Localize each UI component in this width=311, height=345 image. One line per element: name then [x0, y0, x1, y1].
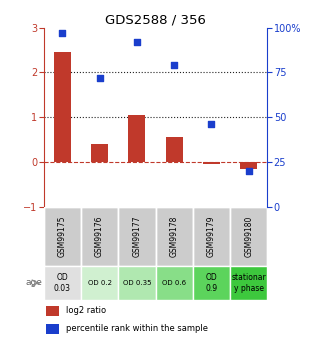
Text: GSM99180: GSM99180 — [244, 216, 253, 257]
Point — [60, 30, 65, 36]
Point — [172, 62, 177, 68]
Text: stationar
y phase: stationar y phase — [231, 273, 266, 293]
Text: GSM99177: GSM99177 — [132, 216, 141, 257]
Bar — [118, 266, 156, 300]
Bar — [44, 266, 81, 300]
Bar — [230, 207, 267, 266]
Bar — [128, 115, 145, 162]
Text: GSM99175: GSM99175 — [58, 216, 67, 257]
Text: GSM99179: GSM99179 — [207, 216, 216, 257]
Bar — [193, 266, 230, 300]
Bar — [193, 207, 230, 266]
Bar — [156, 266, 193, 300]
Bar — [46, 324, 59, 334]
Bar — [230, 266, 267, 300]
Bar — [156, 207, 193, 266]
Point — [97, 75, 102, 81]
Text: GSM99176: GSM99176 — [95, 216, 104, 257]
Bar — [54, 52, 71, 162]
Bar — [203, 162, 220, 164]
Text: OD
0.03: OD 0.03 — [54, 273, 71, 293]
Bar — [91, 144, 108, 162]
Title: GDS2588 / 356: GDS2588 / 356 — [105, 13, 206, 27]
Bar — [81, 266, 118, 300]
Bar — [46, 306, 59, 316]
Text: age: age — [26, 278, 43, 287]
Text: log2 ratio: log2 ratio — [66, 306, 106, 315]
Bar — [240, 162, 257, 169]
Text: percentile rank within the sample: percentile rank within the sample — [66, 324, 208, 333]
Bar — [118, 207, 156, 266]
Text: OD
0.9: OD 0.9 — [206, 273, 217, 293]
Text: OD 0.2: OD 0.2 — [87, 280, 112, 286]
Text: OD 0.6: OD 0.6 — [162, 280, 186, 286]
Text: GSM99178: GSM99178 — [170, 216, 179, 257]
Bar — [166, 137, 183, 162]
Point — [134, 39, 139, 45]
Point — [246, 168, 251, 174]
Bar — [44, 207, 81, 266]
Point — [209, 122, 214, 127]
Text: OD 0.35: OD 0.35 — [123, 280, 151, 286]
Bar — [81, 207, 118, 266]
